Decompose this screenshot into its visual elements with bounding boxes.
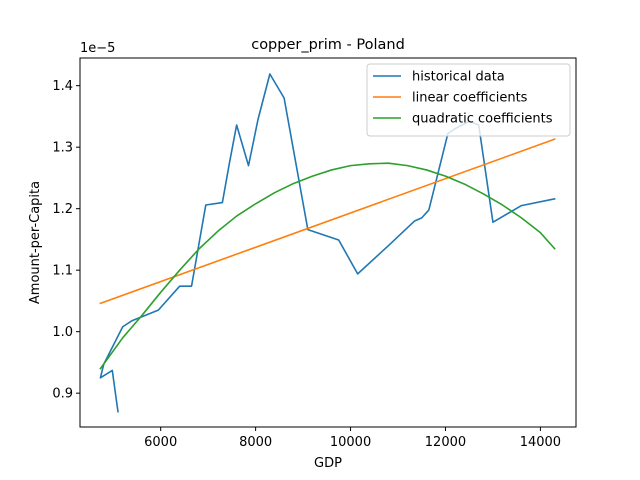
x-tick-label: 6000 [144, 435, 177, 450]
y-tick-label: 1.2 [52, 202, 73, 217]
y-tick-label: 1.3 [52, 141, 73, 156]
y-offset-label: 1e−5 [80, 41, 115, 56]
plot-frame [79, 57, 577, 428]
y-tick-label: 1.4 [52, 79, 73, 94]
y-tick-label: 0.9 [52, 387, 73, 402]
legend: historical data linear coefficients quadra… [366, 63, 571, 137]
x-tick-label: 10000 [330, 435, 371, 450]
x-tick-label: 14000 [520, 435, 561, 450]
x-axis: 6000 8000 10000 12000 14000 [144, 427, 561, 450]
x-tick-label: 12000 [425, 435, 466, 450]
legend-box [366, 63, 571, 137]
y-axis: 0.9 1.0 1.1 1.2 1.3 1.4 [52, 79, 80, 402]
y-axis-label: Amount-per-Capita [28, 181, 43, 304]
y-tick-label: 1.0 [52, 325, 73, 340]
legend-label-2: quadratic coefficients [412, 112, 553, 127]
series-line-1 [99, 138, 556, 305]
x-axis-label: GDP [314, 456, 342, 471]
legend-label-1: linear coefficients [412, 91, 528, 106]
chart-title: copper_prim - Poland [251, 37, 405, 53]
legend-label-0: historical data [412, 70, 505, 85]
series-line-2 [99, 162, 556, 370]
y-tick-label: 1.1 [52, 264, 73, 279]
x-tick-label: 8000 [239, 435, 272, 450]
